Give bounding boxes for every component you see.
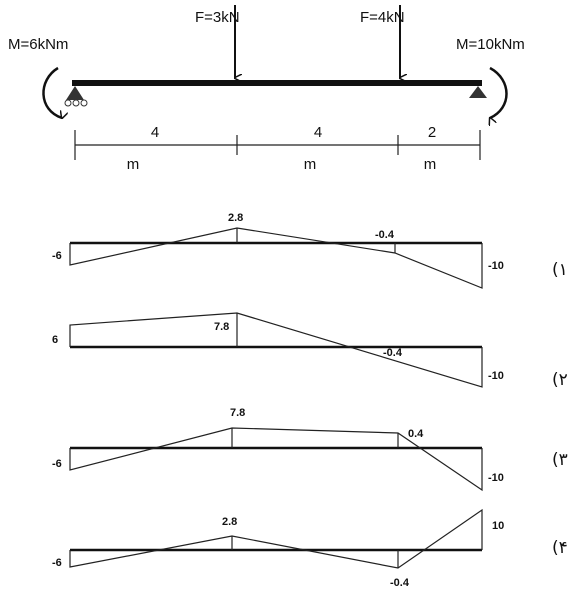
moment-diagram (69, 312, 483, 388)
span-unit: m (127, 156, 140, 173)
span-unit: m (304, 156, 317, 173)
load-label: M=6kNm (8, 36, 68, 53)
moment-diagram (69, 227, 483, 289)
diagram-label: -10 (488, 370, 504, 382)
diagram-label: -10 (488, 260, 504, 272)
diagram-label: -0.4 (390, 577, 410, 589)
diagram-label: -6 (52, 458, 62, 470)
diagram-label: 7.8 (214, 321, 229, 333)
span-length: 4 (151, 124, 159, 141)
diagram-label: -10 (488, 472, 504, 484)
diagram-label: -6 (52, 557, 62, 569)
diagram-label: -0.4 (375, 229, 395, 241)
diagram-label: 2.8 (222, 516, 237, 528)
option-marker: (۲ (552, 370, 568, 390)
diagram-label: 10 (492, 520, 504, 532)
load-label: M=10kNm (456, 36, 525, 53)
diagram-label: 6 (52, 334, 58, 346)
span-length: 2 (428, 124, 436, 141)
beam-sketch (42, 5, 508, 160)
option-marker: (۱ (552, 260, 568, 280)
diagram-label: -0.4 (383, 347, 403, 359)
moment-diagram (69, 508, 483, 569)
diagram-label: 7.8 (230, 407, 245, 419)
option-marker: (۳ (552, 450, 568, 470)
span-length: 4 (314, 124, 322, 141)
load-label: F=3kN (195, 9, 240, 26)
load-label: F=4kN (360, 9, 405, 26)
diagram-label: 2.8 (228, 212, 243, 224)
span-unit: m (424, 156, 437, 173)
diagram-label: 0.4 (408, 428, 424, 440)
moment-diagram (69, 427, 483, 492)
diagram-label: -6 (52, 250, 62, 262)
option-marker: (۴ (552, 538, 568, 558)
